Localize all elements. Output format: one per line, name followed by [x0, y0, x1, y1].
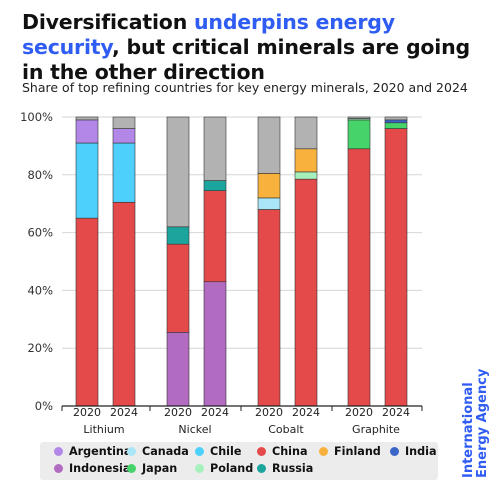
bar-segment: [384, 128, 408, 407]
x-tick-label: 2024: [110, 406, 138, 419]
bar-segment: [203, 281, 227, 407]
legend-swatch: [390, 447, 399, 456]
legend-swatch: [257, 447, 266, 456]
legend-swatch: [195, 464, 204, 473]
legend-item: Indonesia: [54, 462, 130, 475]
x-tick-label: 2024: [382, 406, 410, 419]
bar-segment: [294, 116, 318, 150]
bar-segment: [112, 116, 136, 129]
legend-item: Canada: [127, 445, 189, 458]
legend-label: Argentina: [69, 445, 132, 458]
legend-label: China: [272, 445, 308, 458]
bar-segment: [112, 128, 136, 144]
stacked-bar-chart: 0% 20% 40% 60% 80% 100% 2020 2024 Lithium 2020 202…: [20, 110, 423, 436]
legend-label: Poland: [210, 462, 254, 475]
category-label: Lithium: [83, 423, 124, 436]
bar-segment: [257, 209, 281, 407]
y-tick-label: 20%: [27, 341, 53, 355]
logo-line-1: International: [461, 382, 476, 478]
legend-label: Japan: [142, 462, 178, 475]
bar-segment: [347, 148, 371, 407]
bar-segment: [347, 119, 371, 150]
bar-segment: [75, 217, 99, 407]
legend-label: Finland: [334, 445, 381, 458]
bar-segment: [294, 171, 318, 180]
legend-swatch: [257, 464, 266, 473]
bar-segment: [347, 116, 371, 119]
y-tick-label: 60%: [27, 226, 53, 240]
legend-item: India: [390, 445, 437, 458]
x-tick-label: 2020: [255, 406, 283, 419]
y-tick-label: 0%: [35, 399, 53, 413]
bar-segment: [257, 116, 281, 174]
legend-item: Russia: [257, 462, 313, 475]
y-tick-label: 80%: [27, 168, 53, 182]
chart-title: Diversification underpins energy securit…: [22, 10, 492, 85]
bar-segment: [112, 142, 136, 203]
y-tick-label: 40%: [27, 283, 53, 297]
x-tick-label: 2024: [292, 406, 320, 419]
bar-segment: [257, 197, 281, 210]
legend-item: Chile: [195, 445, 241, 458]
legend-swatch: [127, 447, 136, 456]
chart-subtitle: Share of top refining countries for key …: [22, 80, 468, 95]
bar-segment: [75, 119, 99, 144]
legend-swatch: [319, 447, 328, 456]
x-tick-label: 2020: [345, 406, 373, 419]
bar-segment: [112, 201, 136, 407]
legend-label: India: [405, 445, 437, 458]
bar-segment: [166, 243, 190, 333]
bar-segment: [384, 119, 408, 124]
category-label: Graphite: [352, 423, 400, 436]
legend-swatch: [54, 447, 63, 456]
y-tick-label: 100%: [20, 110, 53, 124]
bar-segment: [203, 116, 227, 181]
x-tick-label: 2020: [73, 406, 101, 419]
bar-segment: [203, 180, 227, 191]
legend-item: Japan: [127, 462, 177, 475]
legend-item: Poland: [195, 462, 253, 475]
legend-item: China: [257, 445, 308, 458]
bar-segment: [75, 116, 99, 121]
legend-label: Russia: [272, 462, 314, 475]
x-tick-label: 2024: [201, 406, 229, 419]
bar-segment: [75, 142, 99, 219]
x-tick-label: 2020: [164, 406, 192, 419]
legend-swatch: [54, 464, 63, 473]
bar-segment: [257, 173, 281, 199]
legend-label: Canada: [142, 445, 189, 458]
bar-segment: [166, 226, 190, 245]
bar-segment: [203, 190, 227, 283]
logo-line-2: Energy Agency: [475, 368, 490, 478]
legend-label: Chile: [210, 445, 242, 458]
legend-swatch: [127, 464, 136, 473]
legend-swatch: [195, 447, 204, 456]
legend-label: Indonesia: [69, 462, 131, 475]
legend: Argentina Canada Chile China Finland India Ind…: [40, 442, 438, 480]
iea-logo-text: International Energy Agency: [461, 368, 490, 478]
bar-segment: [294, 148, 318, 173]
legend-item: Finland: [319, 445, 381, 458]
category-label: Cobalt: [268, 423, 304, 436]
title-highlight: underpins energy security: [22, 10, 395, 59]
bar-segment: [166, 116, 190, 228]
bar-segment: [166, 332, 190, 407]
bar-segment: [294, 178, 318, 407]
title-part-1: Diversification: [22, 10, 195, 34]
bar-segment: [384, 116, 408, 121]
category-label: Nickel: [178, 423, 211, 436]
legend-item: Argentina: [54, 445, 131, 458]
title-part-2: , but critical minerals are going in the…: [22, 35, 470, 84]
bar-segment: [384, 122, 408, 129]
